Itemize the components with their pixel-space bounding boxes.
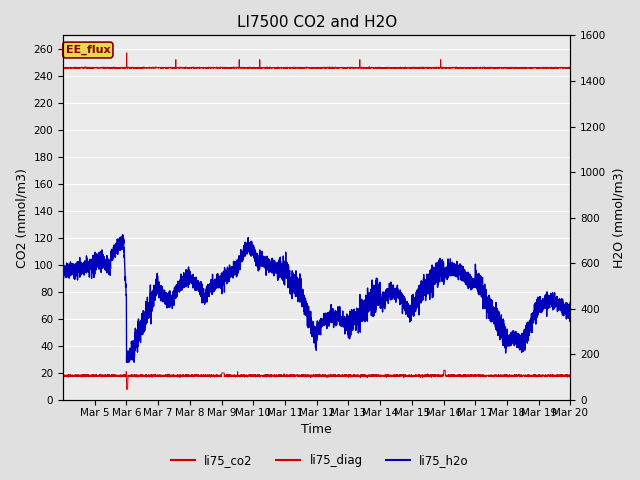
- Text: EE_flux: EE_flux: [65, 45, 110, 55]
- Y-axis label: H2O (mmol/m3): H2O (mmol/m3): [612, 168, 625, 268]
- X-axis label: Time: Time: [301, 423, 332, 436]
- Y-axis label: CO2 (mmol/m3): CO2 (mmol/m3): [15, 168, 28, 268]
- Legend: li75_co2, li75_diag, li75_h2o: li75_co2, li75_diag, li75_h2o: [166, 449, 474, 472]
- Title: LI7500 CO2 and H2O: LI7500 CO2 and H2O: [237, 15, 397, 30]
